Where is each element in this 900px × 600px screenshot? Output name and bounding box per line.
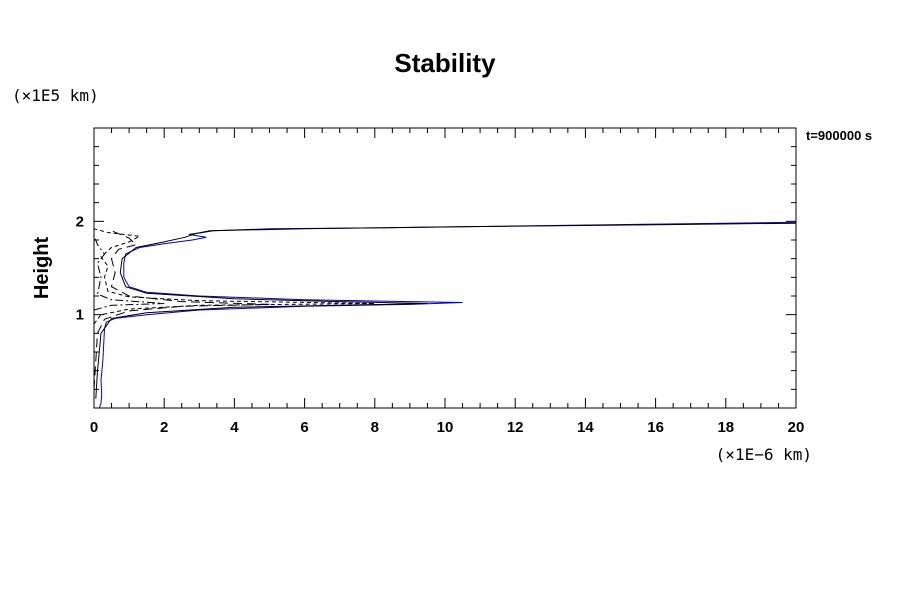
series-line-3 — [93, 230, 270, 390]
series-line-1 — [98, 221, 797, 409]
plot-lines — [93, 221, 797, 409]
plot-frame — [93, 127, 797, 409]
x-tick-label: 18 — [717, 419, 734, 436]
series-line-2 — [95, 222, 797, 399]
x-tick-label: 12 — [507, 419, 524, 436]
x-tick-label: 6 — [300, 419, 308, 436]
y-axis-label: Height — [31, 237, 53, 300]
x-tick-label: 0 — [90, 419, 98, 436]
time-label: t=900000 s — [806, 128, 872, 143]
x-tick-label: 2 — [160, 419, 168, 436]
series-line-4 — [93, 228, 375, 325]
x-tick-label: 16 — [647, 419, 664, 436]
x-tick-label: 10 — [437, 419, 454, 436]
chart-title: Stability — [394, 48, 496, 78]
y-tick-label: 2 — [76, 213, 84, 230]
x-tick-label: 8 — [371, 419, 379, 436]
x-axis-unit: (×1E−6 km) — [716, 445, 812, 464]
y-axis-unit: (×1E5 km) — [12, 86, 99, 105]
x-tick-label: 4 — [230, 419, 239, 436]
series-line-5 — [93, 235, 165, 311]
x-tick-label: 14 — [577, 419, 594, 436]
x-tick-label: 20 — [788, 419, 805, 436]
y-tick-label: 1 — [76, 307, 84, 324]
